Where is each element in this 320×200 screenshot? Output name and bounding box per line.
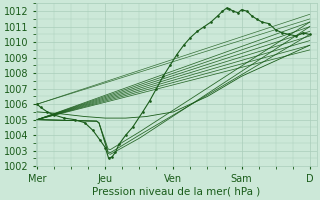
X-axis label: Pression niveau de la mer( hPa ): Pression niveau de la mer( hPa ) xyxy=(92,187,260,197)
